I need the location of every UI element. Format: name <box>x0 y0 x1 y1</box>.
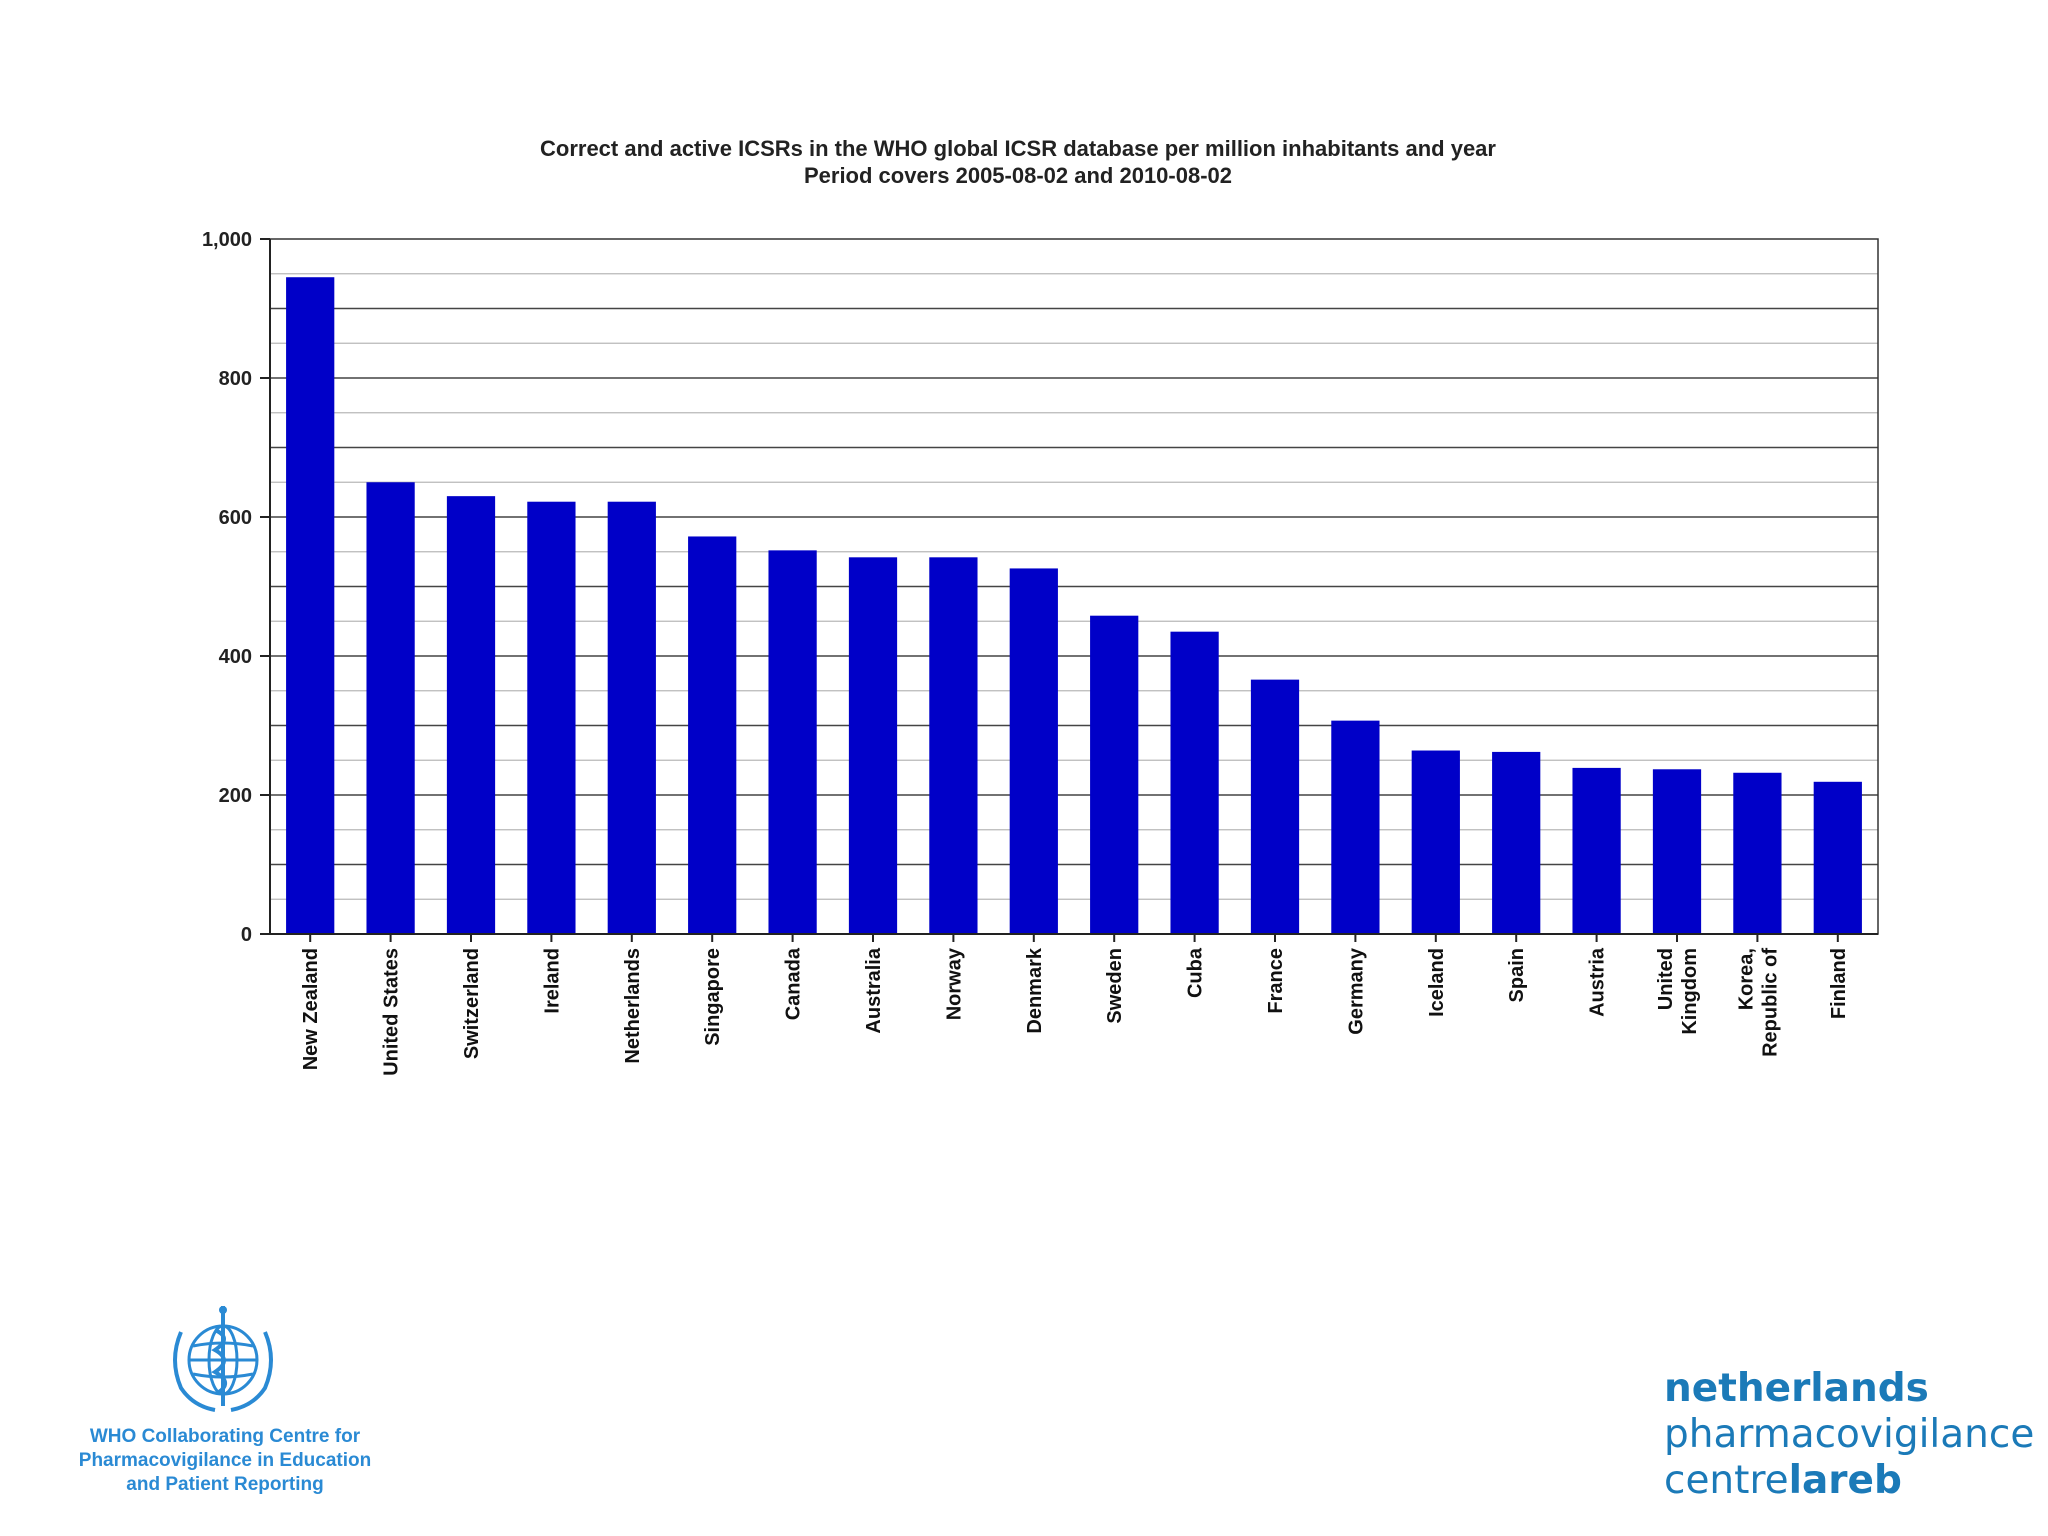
x-tick-label: Germany <box>1345 947 1367 1035</box>
who-caption-line-1: WHO Collaborating Centre for <box>89 1426 361 1447</box>
bar <box>848 557 898 934</box>
x-tick-label: Cuba <box>1185 947 1207 998</box>
x-tick-label: United <box>1655 948 1677 1010</box>
x-tick-label: Australia <box>863 947 885 1033</box>
bar <box>1813 781 1862 934</box>
lareb-line-2: pharmacovigilance <box>1664 1412 2035 1457</box>
who-caption-line-3: and Patient Reporting <box>126 1474 324 1495</box>
chart-title-line-1: Correct and active ICSRs in the WHO glob… <box>540 136 1496 161</box>
who-caption: WHO Collaborating Centre for Pharmacovig… <box>40 1425 410 1497</box>
x-tick-label: Spain <box>1506 948 1528 1002</box>
y-tick-label: 400 <box>219 646 252 668</box>
chart-title-line-2: Period covers 2005-08-02 and 2010-08-02 <box>804 163 1232 188</box>
lareb-line-1: netherlands <box>1664 1366 1929 1411</box>
x-tick-label: Sweden <box>1104 948 1126 1024</box>
x-axis-ticks: New Zealand United States Switzerland Irela… <box>300 934 1850 1076</box>
x-tick-label: Finland <box>1828 948 1850 1019</box>
x-tick-label: Canada <box>783 947 805 1020</box>
lareb-line-3-bold: lareb <box>1788 1458 1902 1503</box>
y-tick-label: 600 <box>219 507 252 529</box>
bar <box>1411 750 1460 934</box>
x-tick-label: Republic of <box>1759 948 1781 1057</box>
bar <box>1331 720 1380 934</box>
y-tick-label: 800 <box>219 368 252 390</box>
bar <box>286 277 335 935</box>
x-tick-label: France <box>1265 948 1287 1014</box>
bars <box>286 277 1862 935</box>
who-caption-line-2: Pharmacovigilance in Education <box>78 1450 372 1471</box>
bar <box>527 501 576 934</box>
x-tick-label: Singapore <box>702 948 724 1046</box>
bar <box>1009 568 1058 934</box>
bar <box>1090 615 1139 934</box>
x-tick-label: Kingdom <box>1679 948 1701 1035</box>
x-tick-label: Switzerland <box>461 948 483 1059</box>
who-emblem-icon <box>163 1302 283 1416</box>
bar <box>446 496 496 934</box>
bar <box>1492 751 1541 934</box>
y-tick-label: 0 <box>241 924 252 946</box>
bar <box>1250 679 1300 934</box>
bar <box>929 557 978 934</box>
y-tick-label: 200 <box>219 785 252 807</box>
y-axis-ticks: 0 200 400 600 800 1,000 <box>202 229 270 946</box>
bar <box>1652 769 1702 934</box>
bar <box>688 536 737 934</box>
bar <box>768 550 817 934</box>
x-tick-label: Norway <box>943 947 965 1020</box>
x-tick-label: Ireland <box>541 948 563 1014</box>
x-tick-label: United States <box>381 948 403 1076</box>
lareb-line-3-light: centre <box>1664 1458 1789 1503</box>
grid-lines <box>270 273 1878 900</box>
bar <box>1170 631 1219 934</box>
y-tick-label: 1,000 <box>202 229 252 251</box>
x-tick-label: Denmark <box>1024 947 1046 1033</box>
bar <box>607 501 656 934</box>
chart-title: Correct and active ICSRs in the WHO glob… <box>540 136 1496 188</box>
bar <box>1733 772 1782 934</box>
lareb-line-3: centrelareb <box>1664 1458 2034 1504</box>
bar <box>366 482 415 934</box>
x-tick-label: Iceland <box>1426 948 1448 1017</box>
lareb-logo: netherlands pharmacovigilance centrelare… <box>1664 1366 2034 1504</box>
x-tick-label: New Zealand <box>300 948 322 1070</box>
x-tick-label: Korea, <box>1735 948 1757 1010</box>
bar <box>1572 767 1621 934</box>
x-tick-label: Austria <box>1587 947 1609 1017</box>
x-tick-label: Netherlands <box>622 948 644 1064</box>
